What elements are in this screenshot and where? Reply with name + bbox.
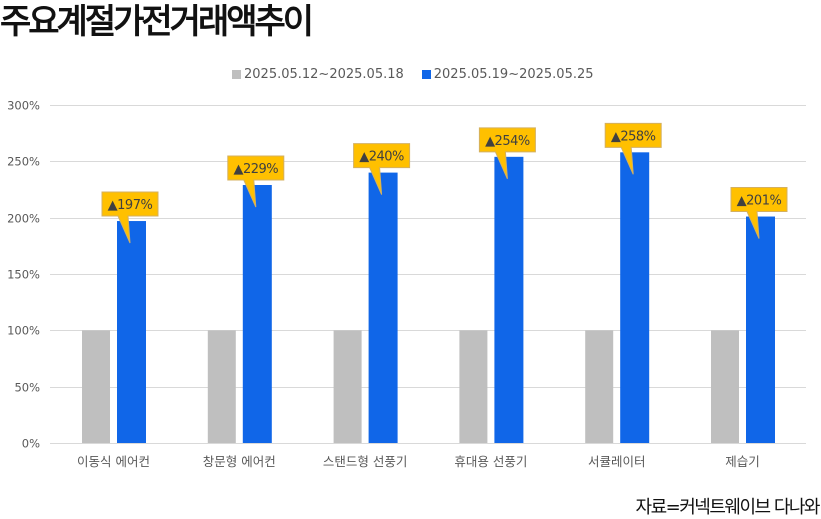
y-tick-label: 50% bbox=[14, 381, 40, 395]
legend-swatch-curr bbox=[421, 70, 431, 79]
change-callout-label: ▲240% bbox=[359, 150, 404, 165]
bar-prev-week bbox=[459, 330, 488, 443]
change-callout bbox=[730, 187, 788, 239]
x-category-label: 서큘레이터 bbox=[588, 454, 646, 469]
x-category-label: 이동식 에어컨 bbox=[77, 454, 150, 469]
legend-item-curr-week: 2025.05.19~2025.05.25 bbox=[421, 67, 594, 82]
change-callout-label: ▲201% bbox=[737, 194, 782, 209]
legend-swatch-prev bbox=[232, 70, 241, 79]
y-tick-label: 100% bbox=[7, 324, 40, 338]
change-callout-label: ▲254% bbox=[485, 134, 530, 149]
y-tick-label: 0% bbox=[22, 437, 40, 451]
change-callout-label: ▲197% bbox=[108, 198, 153, 213]
change-callout-label: ▲258% bbox=[611, 129, 656, 144]
chart-legend: 2025.05.12~2025.05.18 2025.05.19~2025.05… bbox=[232, 67, 594, 82]
y-tick-label: 150% bbox=[7, 268, 40, 282]
x-category-label: 스탠드형 선풍기 bbox=[323, 454, 407, 469]
bar-prev-week bbox=[207, 330, 236, 443]
legend-label-prev: 2025.05.12~2025.05.18 bbox=[244, 67, 404, 82]
change-callout bbox=[101, 191, 159, 244]
y-tick-label: 200% bbox=[7, 212, 40, 226]
bar-curr-week bbox=[746, 216, 775, 443]
bar-prev-week bbox=[82, 330, 110, 443]
x-category-label: 창문형 에어컨 bbox=[203, 454, 276, 469]
bar-curr-week bbox=[117, 221, 146, 443]
chart-title: 주요계절가전거래액추이 bbox=[0, 2, 314, 42]
x-category-label: 휴대용 선풍기 bbox=[454, 454, 527, 469]
bar-curr-week bbox=[242, 184, 272, 443]
change-callout bbox=[353, 143, 411, 195]
change-callout bbox=[604, 122, 662, 175]
bar-prev-week bbox=[711, 330, 739, 443]
bar-curr-week bbox=[620, 152, 650, 443]
bar-prev-week bbox=[585, 330, 614, 443]
source-note: 자료=커넥트웨이브 다나와 bbox=[635, 497, 821, 518]
change-callout bbox=[227, 155, 285, 208]
bar-prev-week bbox=[333, 330, 362, 443]
x-category-label: 제습기 bbox=[725, 454, 760, 469]
legend-item-prev-week: 2025.05.12~2025.05.18 bbox=[232, 67, 404, 82]
bar-curr-week bbox=[368, 172, 398, 443]
y-tick-label: 300% bbox=[7, 99, 40, 113]
legend-label-curr: 2025.05.19~2025.05.25 bbox=[433, 67, 594, 82]
y-tick-label: 250% bbox=[7, 155, 40, 169]
change-callout-label: ▲229% bbox=[233, 162, 278, 177]
change-callout bbox=[478, 127, 536, 180]
bar-curr-week bbox=[494, 156, 524, 443]
